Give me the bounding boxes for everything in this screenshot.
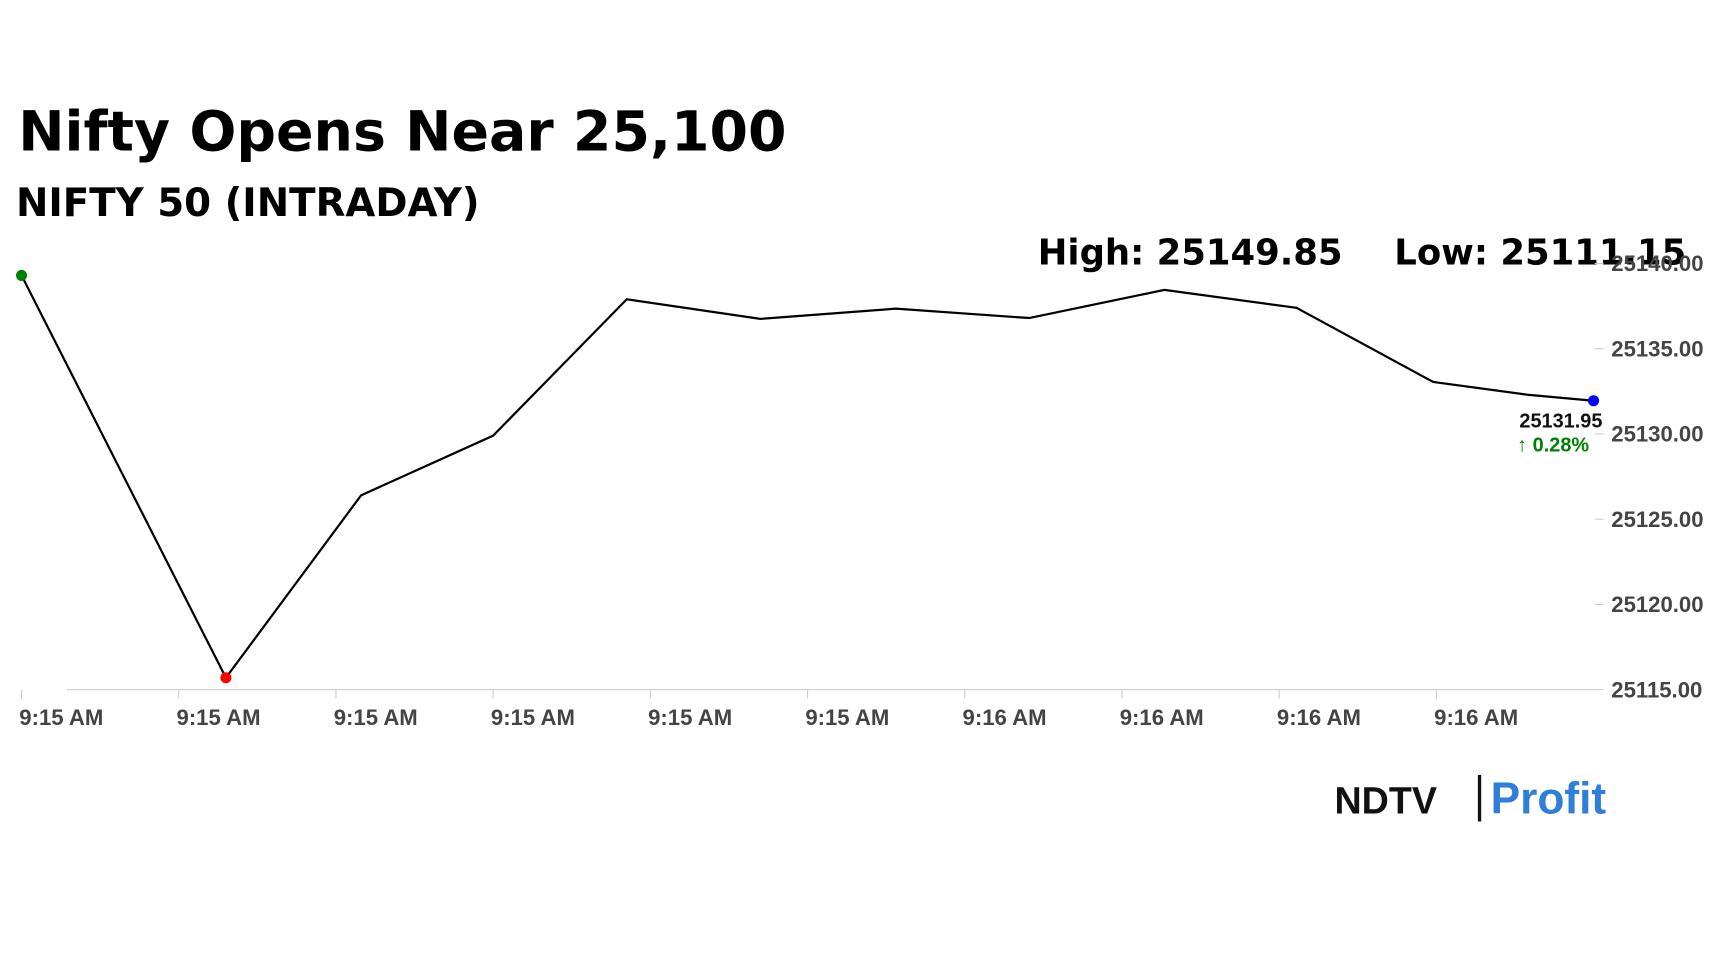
marker xyxy=(220,672,232,684)
chart-title: Nifty Opens Near 25,100 xyxy=(18,101,786,165)
x-tick-label: 9:16 AM xyxy=(1120,705,1204,730)
x-tick-label: 9:15 AM xyxy=(334,705,418,730)
marker xyxy=(1588,395,1600,407)
x-tick-label: 9:15 AM xyxy=(19,705,103,730)
x-tick-label: 9:16 AM xyxy=(1277,705,1361,730)
x-tick-label: 9:16 AM xyxy=(1434,705,1518,730)
y-tick-label: 25135.00 xyxy=(1611,336,1703,361)
marker xyxy=(15,269,28,281)
x-tick-label: 9:15 AM xyxy=(648,705,732,730)
high-annotation: High: 25149.85 xyxy=(1038,233,1343,274)
x-tick-label: 9:15 AM xyxy=(805,705,889,730)
x-tick-label: 9:15 AM xyxy=(177,705,261,730)
y-tick-label: 25140.00 xyxy=(1611,251,1703,276)
brand-ndtv: NDTV xyxy=(1335,780,1437,822)
brand-profit: Profit xyxy=(1491,775,1607,824)
change-label: ↑ 0.28% xyxy=(1517,435,1589,457)
y-tick-label: 25125.00 xyxy=(1611,507,1703,532)
x-tick-label: 9:16 AM xyxy=(963,705,1047,730)
last-value-label: 25131.95 xyxy=(1519,410,1602,432)
y-tick-label: 25130.00 xyxy=(1611,422,1703,447)
low-annotation: Low: 25111.15 xyxy=(1394,233,1686,274)
line-series xyxy=(20,274,1594,680)
chart-subtitle: NIFTY 50 (INTRADAY) xyxy=(16,181,480,226)
y-tick-label: 25115.00 xyxy=(1611,677,1702,702)
x-tick-label: 9:15 AM xyxy=(491,705,575,730)
y-tick-label: 25120.00 xyxy=(1611,592,1703,617)
